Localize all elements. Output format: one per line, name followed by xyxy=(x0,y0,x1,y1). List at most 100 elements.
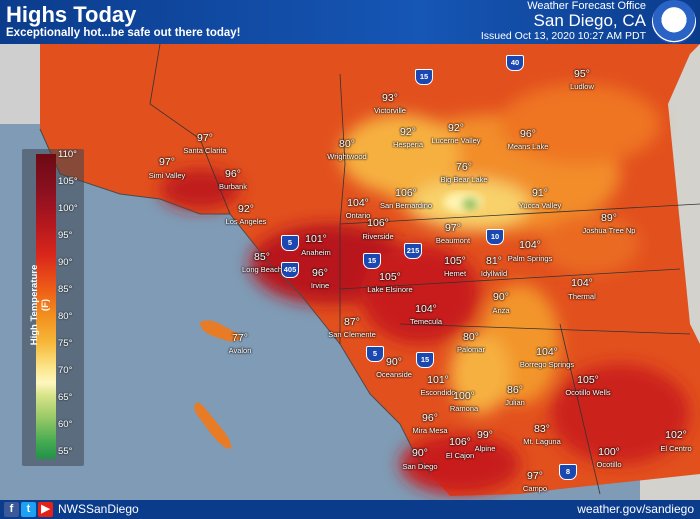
station-name: Los Angeles xyxy=(225,217,267,226)
legend-label: 105° xyxy=(58,176,78,187)
website-link[interactable]: weather.gov/sandiego xyxy=(577,502,694,516)
station-name: Means Lake xyxy=(507,142,549,151)
legend-label: 60° xyxy=(58,419,73,430)
station-temp: 80° xyxy=(463,331,479,343)
legend-label: 95° xyxy=(58,230,73,241)
san-clemente-island xyxy=(194,402,232,449)
map-title: Highs Today xyxy=(6,2,137,27)
station-temp: 104° xyxy=(536,346,558,358)
station-name: Santa Clarita xyxy=(183,146,227,155)
station-name: Big Bear Lake xyxy=(440,175,488,184)
station-name: Burbank xyxy=(219,182,247,191)
station-temp: 89° xyxy=(601,212,617,224)
station-temp: 105° xyxy=(577,374,599,386)
issued-time: Issued Oct 13, 2020 10:27 AM PDT xyxy=(480,30,646,42)
station-temp: 105° xyxy=(379,271,401,283)
highway-shield: 5 xyxy=(366,346,384,362)
station-temp: 76° xyxy=(456,161,472,173)
temperature-map: High Temperature (F) 110° 105° 100° 95° … xyxy=(0,44,700,500)
station-name: Hemet xyxy=(443,269,467,278)
station-name: Oceanside xyxy=(376,370,412,379)
legend-label: 85° xyxy=(58,284,73,295)
station-name: San Bernardino xyxy=(379,201,433,210)
legend-label: 110° xyxy=(58,149,77,160)
station-temp: 97° xyxy=(159,156,175,168)
station-name: El Cajon xyxy=(445,451,475,460)
station-name: Hesperia xyxy=(392,140,424,149)
legend-label: 90° xyxy=(58,257,73,268)
station-name: Riverside xyxy=(362,232,394,241)
highway-shield: 15 xyxy=(416,352,434,368)
station-name: Lake Elsinore xyxy=(367,285,413,294)
office-label: Weather Forecast Office xyxy=(527,0,646,12)
station-temp: 104° xyxy=(347,197,369,209)
station-name: Victorville xyxy=(374,106,406,115)
station-name: Palm Springs xyxy=(507,254,553,263)
highway-shield: 40 xyxy=(506,55,524,71)
station-temp: 90° xyxy=(412,447,428,459)
station-name: Anaheim xyxy=(301,248,331,257)
forecast-area xyxy=(40,44,700,496)
station-name: Ocotillo xyxy=(596,460,622,469)
station-temp: 90° xyxy=(386,356,402,368)
station-temp: 81° xyxy=(486,255,502,267)
twitter-icon[interactable]: t xyxy=(21,502,36,517)
station-temp: 104° xyxy=(519,239,541,251)
temperature-legend: High Temperature (F) 110° 105° 100° 95° … xyxy=(22,149,84,466)
station-temp: 102° xyxy=(665,429,687,441)
map-canvas xyxy=(0,44,700,500)
station-name: Ramona xyxy=(449,404,479,413)
youtube-icon[interactable]: ▶ xyxy=(38,502,53,517)
station-temp: 96° xyxy=(422,412,438,424)
station-name: Campo xyxy=(522,484,548,493)
station-temp: 92° xyxy=(448,122,464,134)
station-temp: 91° xyxy=(532,187,548,199)
station-temp: 96° xyxy=(225,168,241,180)
station-name: Escondido xyxy=(420,388,456,397)
station-temp: 90° xyxy=(493,291,509,303)
county-lines xyxy=(149,44,700,495)
station-name: Anza xyxy=(492,306,510,315)
station-temp: 93° xyxy=(382,92,398,104)
station-name: Ludlow xyxy=(570,82,594,91)
station-temp: 100° xyxy=(598,446,620,458)
station-temp: 106° xyxy=(367,217,389,229)
station-name: San Diego xyxy=(402,462,438,471)
station-name: Yucca Valley xyxy=(518,201,562,210)
header-banner: Highs Today Exceptionally hot...be safe … xyxy=(0,0,700,44)
station-name: Mira Mesa xyxy=(412,426,448,435)
station-temp: 106° xyxy=(395,187,417,199)
station-temp: 101° xyxy=(427,374,449,386)
legend-label: 55° xyxy=(58,446,73,457)
station-name: Temecula xyxy=(409,317,443,326)
legend-label: 70° xyxy=(58,365,73,376)
station-temp: 85° xyxy=(254,251,270,263)
station-temp: 87° xyxy=(344,316,360,328)
highway-shield: 405 xyxy=(281,262,299,278)
station-name: Mt. Laguna xyxy=(523,437,561,446)
station-temp: 80° xyxy=(339,138,355,150)
social-handle[interactable]: NWSSanDiego xyxy=(58,502,139,516)
station-temp: 105° xyxy=(444,255,466,267)
highway-shield: 5 xyxy=(281,235,299,251)
legend-label: 80° xyxy=(58,311,73,322)
station-temp: 92° xyxy=(238,203,254,215)
station-temp: 86° xyxy=(507,384,523,396)
station-temp: 106° xyxy=(449,436,471,448)
station-temp: 95° xyxy=(574,68,590,80)
station-temp: 104° xyxy=(415,303,437,315)
coastline xyxy=(39,128,431,475)
station-name: Irvine xyxy=(310,281,330,290)
station-name: Ocotillo Wells xyxy=(565,388,611,397)
legend-label: 65° xyxy=(58,392,73,403)
station-name: Thermal xyxy=(568,292,596,301)
station-temp: 100° xyxy=(453,390,475,402)
station-temp: 96° xyxy=(312,267,328,279)
station-name: Wrightwood xyxy=(327,152,367,161)
office-location: San Diego, CA xyxy=(533,11,646,30)
station-name: Alpine xyxy=(474,444,496,453)
station-temp: 77° xyxy=(232,332,248,344)
facebook-icon[interactable]: f xyxy=(4,502,19,517)
nws-logo-icon xyxy=(652,0,696,44)
station-temp: 92° xyxy=(400,126,416,138)
